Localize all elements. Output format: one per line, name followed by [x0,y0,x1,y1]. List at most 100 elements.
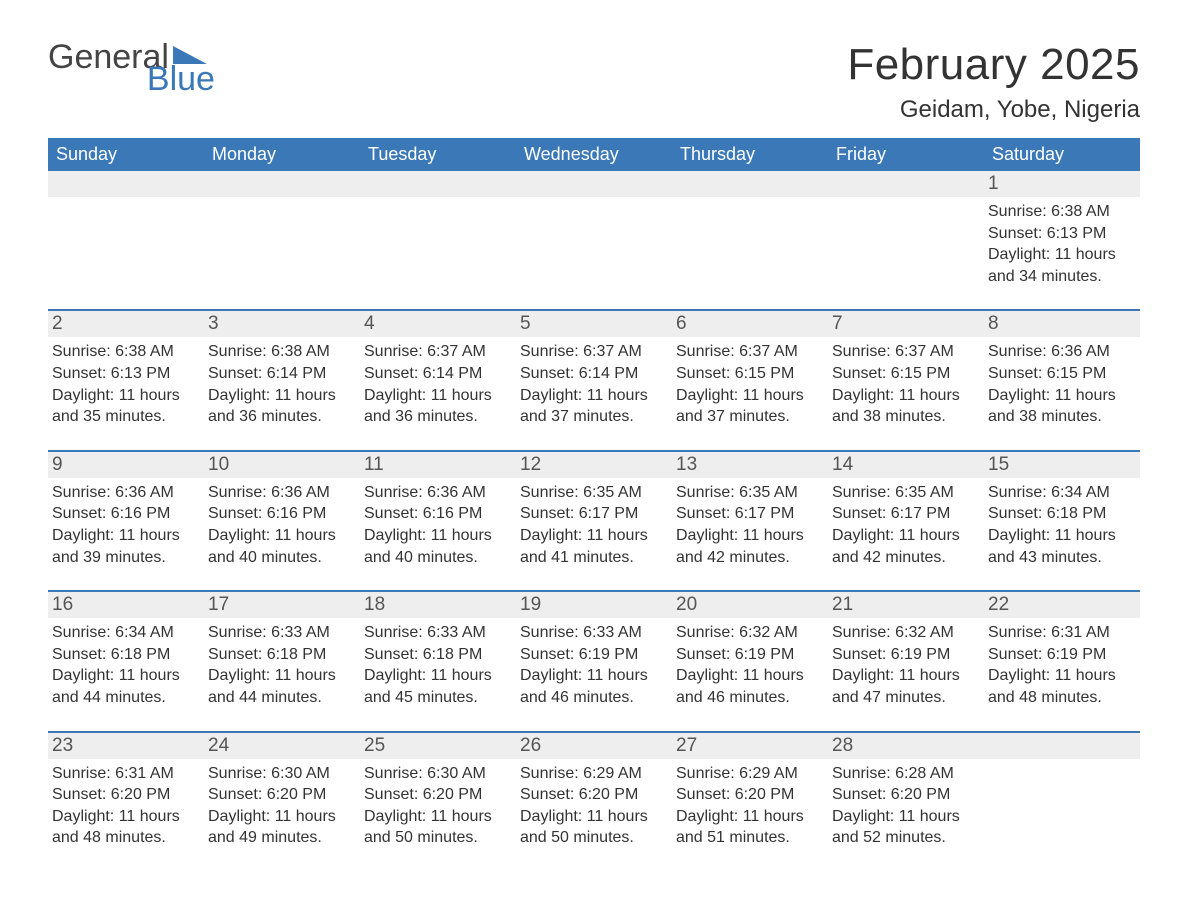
day-details: Sunrise: 6:36 AMSunset: 6:16 PMDaylight:… [360,482,510,568]
day-number: 19 [516,592,672,618]
day-cell: 15 Sunrise: 6:34 AMSunset: 6:18 PMDayligh… [984,452,1140,572]
day-number: 23 [48,733,204,759]
calendar-page: General Blue February 2025 Geidam, Yobe,… [0,0,1188,853]
day-number: 13 [672,452,828,478]
day-number: 6 [672,311,828,337]
day-details: Sunrise: 6:34 AMSunset: 6:18 PMDaylight:… [48,622,198,708]
week-row: 1 Sunrise: 6:38 AMSunset: 6:13 PMDaylight… [48,171,1140,291]
day-details: Sunrise: 6:35 AMSunset: 6:17 PMDaylight:… [828,482,978,568]
day-cell: 23 Sunrise: 6:31 AMSunset: 6:20 PMDayligh… [48,733,204,853]
day-details: Sunrise: 6:30 AMSunset: 6:20 PMDaylight:… [360,763,510,849]
day-number: 20 [672,592,828,618]
day-details: Sunrise: 6:34 AMSunset: 6:18 PMDaylight:… [984,482,1134,568]
day-cell: 10Sunrise: 6:36 AMSunset: 6:16 PMDayligh… [204,452,360,572]
day-details: Sunrise: 6:33 AMSunset: 6:19 PMDaylight:… [516,622,666,708]
day-number: 15 [984,452,1140,478]
day-number: 28 [828,733,984,759]
month-title: February 2025 [847,40,1140,90]
day-number [672,171,828,197]
day-number: 5 [516,311,672,337]
day-number: 14 [828,452,984,478]
day-cell-empty [984,733,1140,853]
day-number [828,171,984,197]
day-details: Sunrise: 6:38 AMSunset: 6:13 PMDaylight:… [984,201,1134,287]
day-details: Sunrise: 6:32 AMSunset: 6:19 PMDaylight:… [672,622,822,708]
day-number: 25 [360,733,516,759]
day-number: 3 [204,311,360,337]
day-cell: 1 Sunrise: 6:38 AMSunset: 6:13 PMDaylight… [984,171,1140,291]
day-cell-empty [828,171,984,291]
day-number: 7 [828,311,984,337]
week-row: 9 Sunrise: 6:36 AMSunset: 6:16 PMDaylight… [48,450,1140,572]
logo: General Blue [48,40,207,74]
day-number: 21 [828,592,984,618]
day-cell-empty [516,171,672,291]
day-number [360,171,516,197]
logo-text-blue: Blue [147,62,215,96]
day-number [204,171,360,197]
day-cell-empty [204,171,360,291]
calendar: SundayMondayTuesdayWednesdayThursdayFrid… [48,138,1140,853]
day-cell: 7 Sunrise: 6:37 AMSunset: 6:15 PMDaylight… [828,311,984,431]
header: General Blue February 2025 Geidam, Yobe,… [48,40,1140,124]
weekday-header: Tuesday [360,138,516,171]
day-details: Sunrise: 6:35 AMSunset: 6:17 PMDaylight:… [672,482,822,568]
day-number [48,171,204,197]
day-cell: 21 Sunrise: 6:32 AMSunset: 6:19 PMDayligh… [828,592,984,712]
weekday-header: Saturday [984,138,1140,171]
day-number: 27 [672,733,828,759]
day-number: 24 [204,733,360,759]
day-number: 26 [516,733,672,759]
day-number: 4 [360,311,516,337]
day-cell: 5 Sunrise: 6:37 AMSunset: 6:14 PMDaylight… [516,311,672,431]
day-cell: 6 Sunrise: 6:37 AMSunset: 6:15 PMDaylight… [672,311,828,431]
day-cell: 8 Sunrise: 6:36 AMSunset: 6:15 PMDaylight… [984,311,1140,431]
week-row: 16 Sunrise: 6:34 AMSunset: 6:18 PMDayligh… [48,590,1140,712]
day-number: 18 [360,592,516,618]
day-details: Sunrise: 6:36 AMSunset: 6:16 PMDaylight:… [48,482,198,568]
day-number: 16 [48,592,204,618]
week-row: 23 Sunrise: 6:31 AMSunset: 6:20 PMDayligh… [48,731,1140,853]
day-cell: 24Sunrise: 6:30 AMSunset: 6:20 PMDayligh… [204,733,360,853]
weekday-header: Wednesday [516,138,672,171]
day-number [516,171,672,197]
day-cell: 4 Sunrise: 6:37 AMSunset: 6:14 PMDaylight… [360,311,516,431]
day-details: Sunrise: 6:28 AMSunset: 6:20 PMDaylight:… [828,763,978,849]
day-cell: 16 Sunrise: 6:34 AMSunset: 6:18 PMDayligh… [48,592,204,712]
day-number: 2 [48,311,204,337]
day-cell: 11Sunrise: 6:36 AMSunset: 6:16 PMDayligh… [360,452,516,572]
day-cell-empty [360,171,516,291]
day-cell: 26Sunrise: 6:29 AMSunset: 6:20 PMDayligh… [516,733,672,853]
day-details: Sunrise: 6:37 AMSunset: 6:15 PMDaylight:… [828,341,978,427]
day-details: Sunrise: 6:36 AMSunset: 6:15 PMDaylight:… [984,341,1134,427]
day-details: Sunrise: 6:32 AMSunset: 6:19 PMDaylight:… [828,622,978,708]
week-row: 2 Sunrise: 6:38 AMSunset: 6:13 PMDaylight… [48,309,1140,431]
day-details: Sunrise: 6:31 AMSunset: 6:19 PMDaylight:… [984,622,1134,708]
day-details: Sunrise: 6:37 AMSunset: 6:15 PMDaylight:… [672,341,822,427]
day-number: 1 [984,171,1140,197]
day-cell: 12 Sunrise: 6:35 AMSunset: 6:17 PMDayligh… [516,452,672,572]
day-number: 12 [516,452,672,478]
day-cell: 17Sunrise: 6:33 AMSunset: 6:18 PMDayligh… [204,592,360,712]
weekday-header: Sunday [48,138,204,171]
day-cell: 3Sunrise: 6:38 AMSunset: 6:14 PMDaylight… [204,311,360,431]
location: Geidam, Yobe, Nigeria [847,96,1140,124]
day-cell: 27Sunrise: 6:29 AMSunset: 6:20 PMDayligh… [672,733,828,853]
day-details: Sunrise: 6:38 AMSunset: 6:13 PMDaylight:… [48,341,198,427]
day-cell: 9 Sunrise: 6:36 AMSunset: 6:16 PMDaylight… [48,452,204,572]
weekday-header: Friday [828,138,984,171]
weekday-header: Thursday [672,138,828,171]
day-number: 9 [48,452,204,478]
day-number: 8 [984,311,1140,337]
day-details: Sunrise: 6:37 AMSunset: 6:14 PMDaylight:… [516,341,666,427]
day-cell: 2 Sunrise: 6:38 AMSunset: 6:13 PMDaylight… [48,311,204,431]
day-details: Sunrise: 6:35 AMSunset: 6:17 PMDaylight:… [516,482,666,568]
weekday-header: Monday [204,138,360,171]
day-details: Sunrise: 6:31 AMSunset: 6:20 PMDaylight:… [48,763,198,849]
day-cell: 25 Sunrise: 6:30 AMSunset: 6:20 PMDayligh… [360,733,516,853]
day-cell: 18Sunrise: 6:33 AMSunset: 6:18 PMDayligh… [360,592,516,712]
day-cell: 22 Sunrise: 6:31 AMSunset: 6:19 PMDayligh… [984,592,1140,712]
day-cell-empty [48,171,204,291]
day-number: 22 [984,592,1140,618]
day-details: Sunrise: 6:37 AMSunset: 6:14 PMDaylight:… [360,341,510,427]
